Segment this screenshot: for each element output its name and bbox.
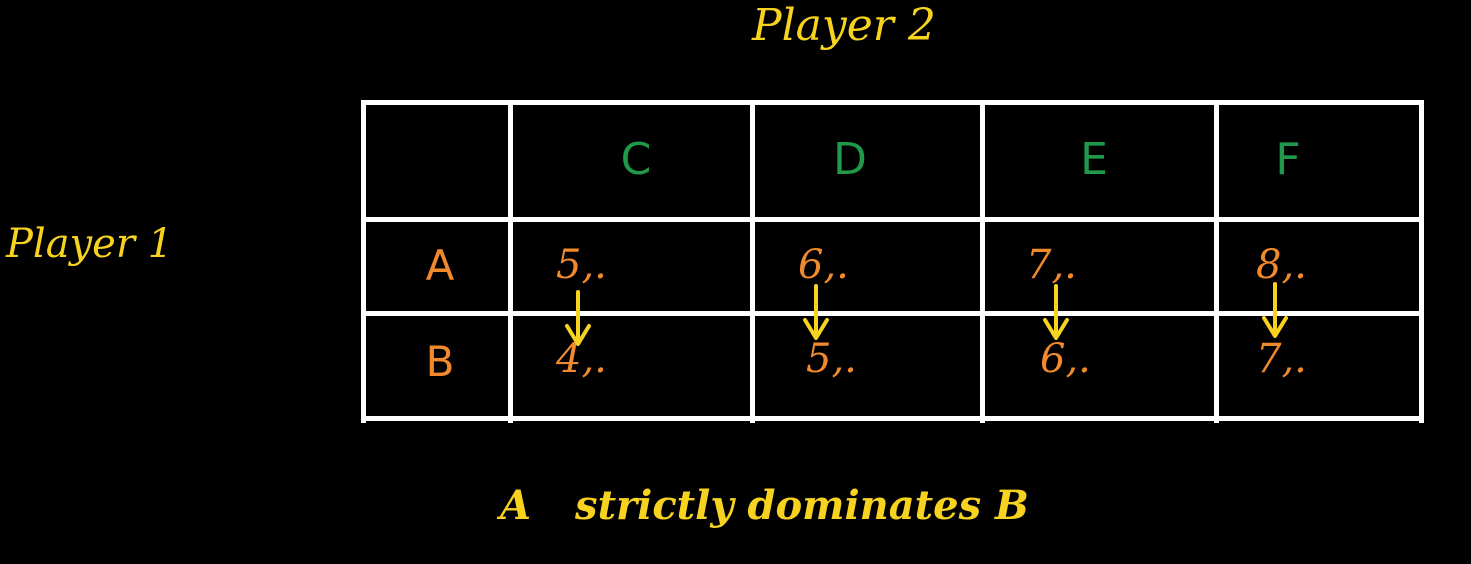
payoff-b-d: 5,.	[806, 336, 857, 382]
payoff-a-d: 6,.	[798, 242, 849, 288]
grid-line-col-1	[508, 100, 513, 423]
caption-strategy: A	[500, 482, 532, 529]
grid-line-col-2	[750, 100, 755, 423]
arrow-down-icon	[1262, 282, 1288, 338]
grid-line-middle	[361, 311, 1424, 316]
row-header-a: A	[425, 241, 455, 290]
grid-line-col-4	[1214, 100, 1219, 423]
column-header-e: E	[1080, 134, 1108, 185]
payoff-b-e: 6,.	[1040, 336, 1091, 382]
payoff-a-e: 7,.	[1026, 242, 1077, 288]
arrow-down-icon	[565, 290, 591, 346]
grid-line-right	[1419, 100, 1424, 423]
grid-line-header	[361, 217, 1424, 222]
grid-line-top	[361, 100, 1424, 105]
payoff-a-f: 8,.	[1256, 242, 1307, 288]
caption-text: strictly dominates B	[575, 482, 1029, 529]
arrow-down-icon	[1043, 284, 1069, 340]
grid-line-col-3	[980, 100, 985, 423]
grid-line-bottom	[361, 416, 1424, 421]
arrow-down-icon	[803, 284, 829, 340]
column-header-f: F	[1275, 134, 1301, 185]
payoff-b-c: 4,.	[556, 336, 607, 382]
player2-label: Player 2	[752, 0, 936, 51]
column-header-d: D	[833, 134, 867, 185]
payoff-b-f: 7,.	[1256, 336, 1307, 382]
payoff-a-c: 5,.	[556, 242, 607, 288]
row-header-b: B	[425, 337, 455, 386]
grid-line-left	[361, 100, 366, 423]
player1-label: Player 1	[6, 221, 174, 267]
column-header-c: C	[620, 134, 652, 185]
